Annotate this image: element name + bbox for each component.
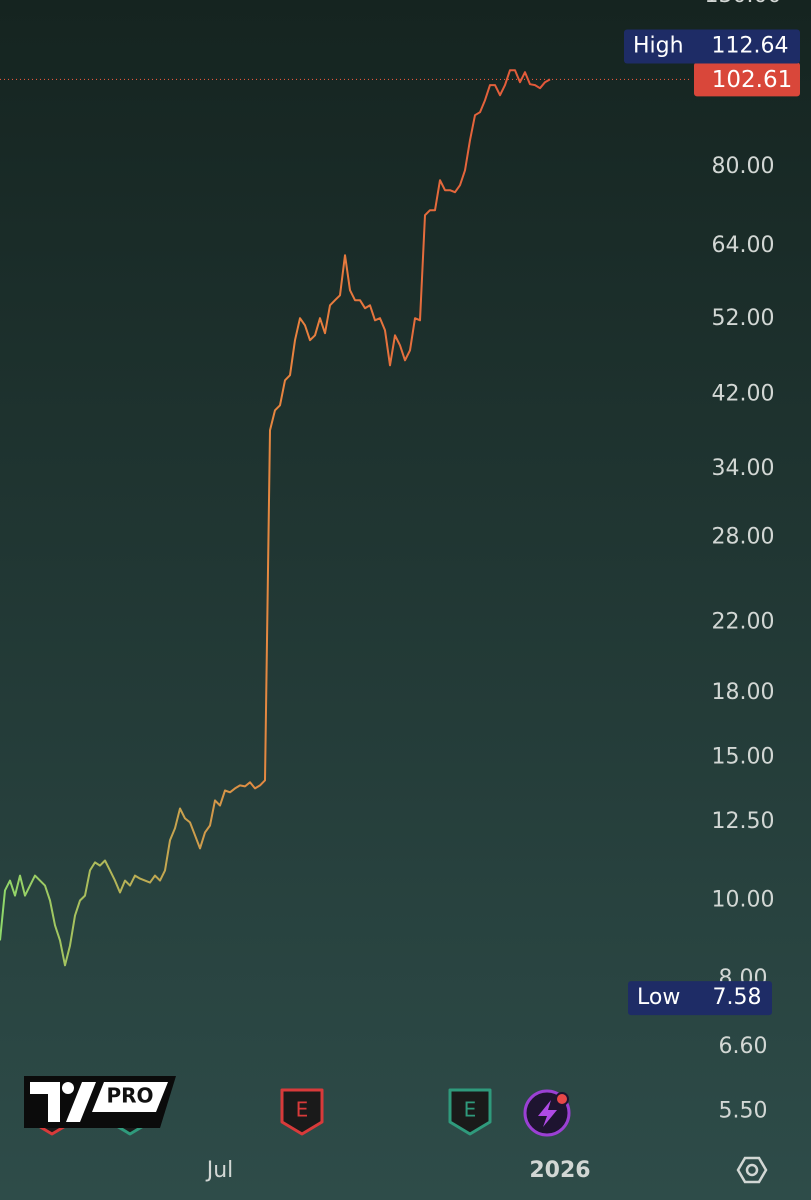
high-badge [624,29,800,64]
y-tick-label: 6.60 [719,1034,768,1059]
settings-icon[interactable] [736,1156,768,1184]
y-tick-label: 18.00 [712,680,775,705]
last-price-label: 102.61 [712,67,792,93]
low-badge-value: 7.58 [713,985,762,1010]
high-badge-label: High [633,34,684,59]
low-badge [628,981,772,1016]
y-tick-label: 34.00 [712,456,775,481]
low-badge-label: Low [637,985,680,1010]
earnings-marker-shape [448,1088,492,1136]
logo-badge: PRO [106,1084,153,1108]
earnings-marker: E [280,1088,324,1136]
earnings-marker-label: E [296,1098,309,1122]
event-marker-dot [555,1092,569,1106]
price-line [0,69,551,967]
y-tick-label: 42.00 [712,381,775,406]
y-tick-label: 15.00 [712,744,775,769]
y-tick-label: 28.00 [712,524,775,549]
earnings-marker: E [448,1088,492,1136]
y-tick-label: 12.50 [712,809,775,834]
x-tick-label: Jul [205,1158,234,1183]
y-tick-label: 64.00 [712,233,775,258]
earnings-marker-label: E [464,1098,477,1122]
y-tick-label: 80.00 [712,154,775,179]
event-marker-bolt [538,1100,557,1127]
x-tick-label: 2026 [529,1158,590,1183]
y-tick-label: 52.00 [712,306,775,331]
y-tick-label: 22.00 [712,609,775,634]
y-tick-label: 10.00 [712,887,775,912]
high-badge-value: 112.64 [712,34,789,59]
y-tick-label: 5.50 [719,1098,768,1123]
last-price-badge [694,62,800,97]
logo[interactable]: PRO [24,1076,176,1128]
earnings-marker-shape [280,1088,324,1136]
y-tick-label: 130.00 [705,0,782,8]
event-marker [523,1089,571,1137]
